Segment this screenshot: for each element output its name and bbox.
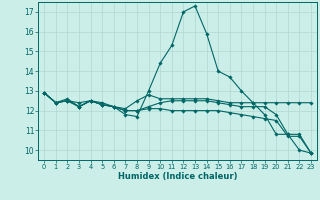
X-axis label: Humidex (Indice chaleur): Humidex (Indice chaleur) (118, 172, 237, 181)
